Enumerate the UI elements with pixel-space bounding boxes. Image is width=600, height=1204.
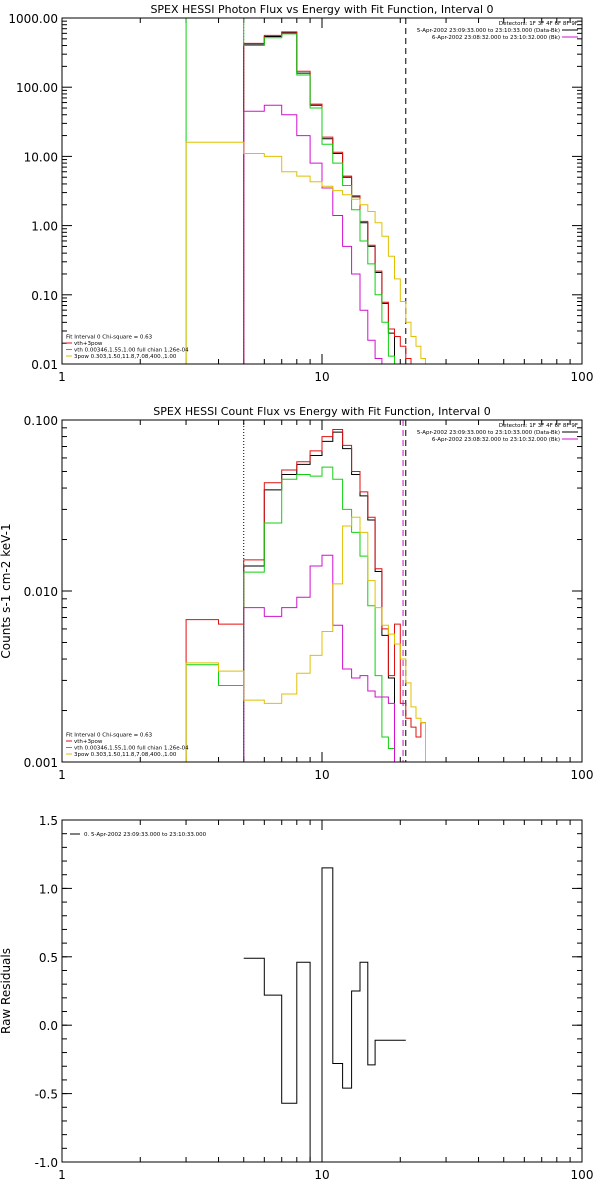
y-axis-label: Counts s-1 cm-2 keV-1 <box>0 523 13 658</box>
x-tick-label: 100 <box>571 370 594 384</box>
chart-panel-2: SPEX HESSI Count Flux vs Energy with Fit… <box>0 405 593 782</box>
y-tick-label: 0.01 <box>31 358 58 372</box>
legend-entry: 5-Apr-2002 23:09:33.000 to 23:10:33.000 … <box>417 430 560 436</box>
chart-panel-1: SPEX HESSI Photon Flux vs Energy with Fi… <box>8 3 593 384</box>
legend-entry: 6-Apr-2002 23:08:32.000 to 23:10:32.000 … <box>432 35 560 41</box>
series-line-green <box>185 18 401 364</box>
plot-frame <box>61 17 583 365</box>
legend-entry: 3pow 0.303,1.50,11.8,7.08,400.,1.00 <box>74 752 177 758</box>
y-tick-label: 0.0 <box>39 1019 58 1033</box>
y-tick-label: 0.10 <box>31 289 58 303</box>
plot-frame <box>61 819 583 1163</box>
series-line-red <box>243 31 412 364</box>
series-line-green <box>185 466 395 762</box>
y-tick-label: 10.00 <box>24 150 58 164</box>
legend-entry: vth+3pow <box>74 739 103 745</box>
x-tick-label: 1 <box>58 1168 66 1182</box>
series-group <box>185 18 430 364</box>
x-tick-label: 100 <box>571 1168 594 1182</box>
plot-frame <box>61 419 583 763</box>
y-tick-label: -1.0 <box>35 1156 58 1170</box>
legend-entry: vth 0.00346,1.55,1.00 full chian 1.26e-0… <box>74 746 189 752</box>
legend-entry: Detectors: 1F 3F 4F 6F 8F 9F <box>499 21 578 27</box>
chart-title: SPEX HESSI Count Flux vs Energy with Fit… <box>153 405 490 418</box>
series-line-yellow <box>185 141 430 364</box>
chart-panel-3: Raw Residuals 1 10 100 1.5 1.0 0.5 0.0 -0.5 -1.0 0… <box>0 814 593 1182</box>
y-tick-label: 1.0 <box>39 882 58 896</box>
y-tick-label: 0.5 <box>39 951 58 965</box>
x-tick-label: 10 <box>314 768 329 782</box>
y-axis-label: Raw Residuals <box>0 948 13 1034</box>
chart-title: SPEX HESSI Photon Flux vs Energy with Fi… <box>150 3 493 16</box>
series-group <box>185 429 430 762</box>
y-tick-label: 0.100 <box>24 414 58 428</box>
x-tick-label: 100 <box>571 768 594 782</box>
y-tick-label: 100.00 <box>16 81 58 95</box>
legend-entry: Fit Interval 0 Chi-square = 0.63 <box>66 733 153 739</box>
y-tick-label: 0.001 <box>24 756 58 770</box>
legend-entry: 6-Apr-2002 23:08:32.000 to 23:10:32.000 … <box>432 437 560 443</box>
y-tick-label: -0.5 <box>35 1088 58 1102</box>
legend-entry: 3pow 0.303,1.50,11.8,7.08,400.,1.00 <box>74 354 177 360</box>
legend-entry: Fit Interval 0 Chi-square = 0.63 <box>66 335 153 341</box>
series-line-magenta <box>243 104 395 364</box>
y-tick-label: 1.5 <box>39 814 58 828</box>
series-line-black <box>243 867 406 1162</box>
legend-entry: 5-Apr-2002 23:09:33.000 to 23:10:33.000 … <box>417 28 560 34</box>
series-line-red <box>185 429 426 762</box>
legend-entry: 0. 5-Apr-2002 23:09:33.000 to 23:10:33.0… <box>84 832 207 838</box>
legend-entry: vth 0.00346,1.55,1.00 full chian 1.26e-0… <box>74 348 189 354</box>
y-tick-label: 1.00 <box>31 220 58 234</box>
series-group <box>243 867 406 1162</box>
x-tick-label: 1 <box>58 768 66 782</box>
y-tick-label: 1000.00 <box>8 12 58 26</box>
x-tick-label: 10 <box>314 1168 329 1182</box>
legend-entry: vth+3pow <box>74 341 103 347</box>
y-tick-label: 0.010 <box>24 585 58 599</box>
legend-entry: Detectors: 1F 3F 4F 6F 8F 9F <box>499 423 578 429</box>
x-tick-label: 10 <box>314 370 329 384</box>
series-line-magenta <box>243 554 395 762</box>
x-tick-label: 1 <box>58 370 66 384</box>
series-line-yellow <box>185 516 430 762</box>
